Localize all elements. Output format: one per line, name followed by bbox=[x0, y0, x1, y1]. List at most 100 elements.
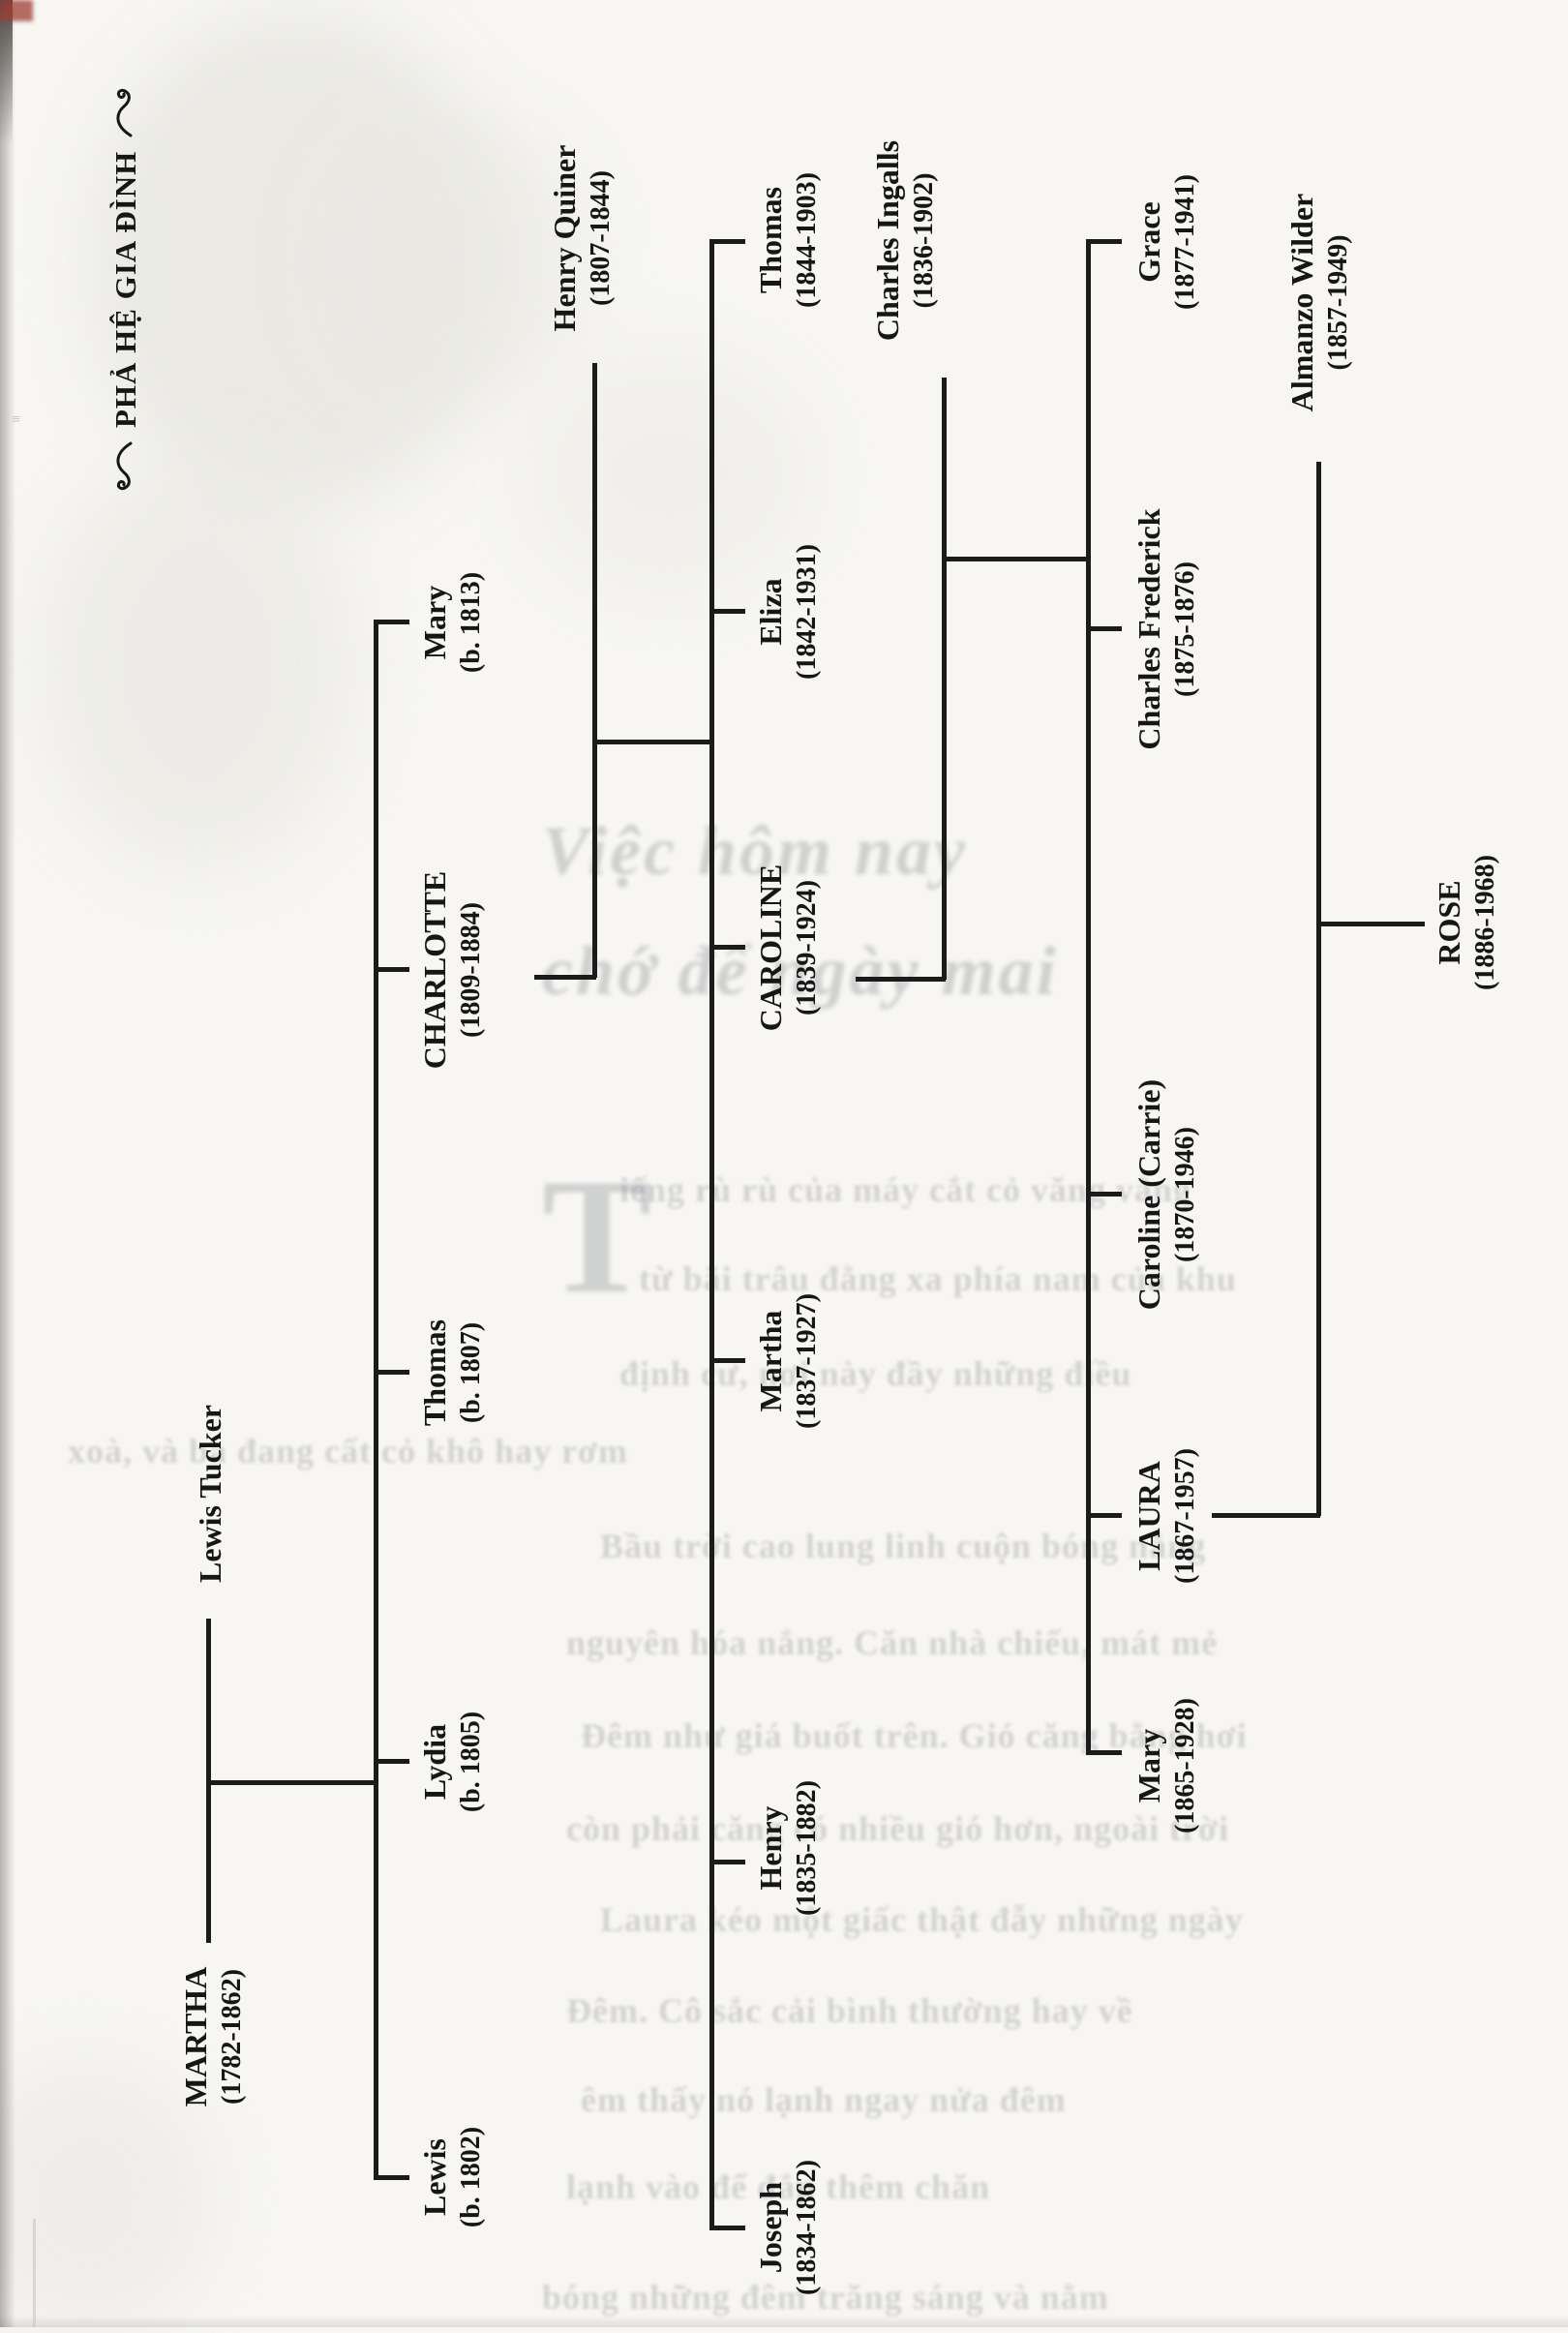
person-dates: (b. 1805) bbox=[456, 1711, 486, 1813]
person-eliza: Eliza (1842-1931) bbox=[752, 520, 826, 704]
sibling-bracket-gen1 bbox=[374, 620, 378, 2180]
sibling-bracket-gen2 bbox=[709, 239, 714, 2230]
person-mary-b1813: Mary (b. 1813) bbox=[416, 530, 490, 714]
person-name: Charles Frederick bbox=[1131, 508, 1166, 750]
person-name: Grace bbox=[1131, 201, 1166, 283]
page-edge-dark-strip bbox=[0, 0, 13, 145]
child-tick bbox=[1088, 1513, 1122, 1518]
person-name: Thomas bbox=[417, 1318, 452, 1427]
person-name: Mary bbox=[1131, 1728, 1166, 1803]
person-charles-frederick: Charles Frederick (1875-1876) bbox=[1131, 470, 1204, 789]
person-name: Eliza bbox=[753, 578, 788, 646]
person-dates: (1836-1902) bbox=[909, 172, 939, 309]
person-martha: MARTHA (1782-1862) bbox=[177, 1945, 251, 2129]
person-charles-ingalls: Charles Ingalls (1836-1902) bbox=[869, 117, 943, 364]
person-dates: (b. 1813) bbox=[456, 571, 486, 674]
person-dates: (1807-1844) bbox=[586, 170, 616, 306]
child-tick bbox=[711, 609, 745, 614]
person-thomas-1844: Thomas (1844-1903) bbox=[752, 143, 826, 337]
spouse-stub-charlotte bbox=[534, 975, 596, 980]
child-tick bbox=[1088, 626, 1122, 631]
person-name: LAURA bbox=[1131, 1461, 1166, 1571]
person-dates: (1835-1882) bbox=[792, 1780, 822, 1916]
person-name: Charles Ingalls bbox=[870, 139, 905, 342]
scan-artifact-line bbox=[33, 2219, 36, 2327]
page-title: PHẢ HỆ GIA ĐÌNH bbox=[108, 87, 143, 492]
person-laura: LAURA (1867-1957) bbox=[1131, 1419, 1204, 1613]
person-name: Henry bbox=[753, 1805, 788, 1891]
person-joseph: Joseph (1834-1862) bbox=[752, 2136, 826, 2319]
person-dates: (1782-1862) bbox=[217, 1969, 247, 2105]
person-dates: (1867-1957) bbox=[1170, 1448, 1200, 1584]
person-lewis: Lewis (b. 1802) bbox=[416, 2085, 490, 2269]
child-tick bbox=[1088, 1192, 1122, 1197]
person-mary-1865: Mary (1865-1928) bbox=[1131, 1669, 1204, 1863]
person-name: Lewis bbox=[417, 2138, 452, 2216]
person-dates: (1834-1862) bbox=[792, 2160, 822, 2295]
person-name: MARTHA bbox=[178, 1966, 213, 2107]
person-almanzo-wilder: Almanzo Wilder (1857-1949) bbox=[1283, 179, 1357, 426]
child-tick bbox=[711, 2226, 745, 2230]
descent-line-rose bbox=[1318, 922, 1425, 926]
person-name: Joseph bbox=[753, 2181, 788, 2274]
child-tick bbox=[376, 2175, 409, 2180]
person-name: Almanzo Wilder bbox=[1284, 193, 1319, 412]
person-lewis-tucker: Lewis Tucker bbox=[192, 1373, 228, 1615]
page-title-text: PHẢ HỆ GIA ĐÌNH bbox=[108, 150, 142, 428]
person-rose: ROSE (1886-1968) bbox=[1431, 768, 1504, 1077]
person-dates: (1865-1928) bbox=[1170, 1698, 1200, 1833]
person-dates: (1875-1876) bbox=[1170, 561, 1200, 697]
child-tick bbox=[711, 1358, 745, 1363]
person-name: Martha bbox=[753, 1310, 788, 1412]
page-gutter-shadow bbox=[0, 0, 15, 2327]
marriage-line-laura-almanzo bbox=[1316, 462, 1321, 1516]
page-bottom-shadow bbox=[0, 2316, 1568, 2327]
red-corner-mark bbox=[0, 0, 33, 21]
person-charlotte: CHARLOTTE (1809-1884) bbox=[416, 864, 490, 1076]
child-tick bbox=[376, 967, 409, 972]
child-tick bbox=[1088, 1750, 1122, 1755]
person-dates: (1857-1949) bbox=[1323, 234, 1353, 371]
person-martha-1837: Martha (1837-1927) bbox=[752, 1264, 826, 1458]
person-dates: (1886-1968) bbox=[1470, 855, 1500, 990]
marriage-line-charlotte-henry-quiner bbox=[592, 363, 597, 978]
person-name: ROSE bbox=[1432, 880, 1466, 965]
flourish-icon bbox=[116, 441, 133, 491]
child-tick bbox=[1088, 239, 1122, 244]
spouse-stub-caroline bbox=[856, 977, 946, 982]
person-dates: (b. 1807) bbox=[456, 1321, 486, 1424]
person-grace: Grace (1877-1941) bbox=[1131, 145, 1204, 339]
child-tick bbox=[711, 945, 745, 950]
person-henry: Henry (1835-1882) bbox=[752, 1756, 826, 1940]
person-carrie: Caroline (Carrie) (1870-1946) bbox=[1131, 1040, 1204, 1349]
marriage-line-caroline-charles-ingalls bbox=[942, 378, 947, 980]
descent-line-gen1 bbox=[208, 1780, 376, 1785]
sibling-bracket-gen3 bbox=[1086, 239, 1091, 1755]
person-dates: (b. 1802) bbox=[456, 2126, 486, 2228]
person-dates: (1870-1946) bbox=[1170, 1127, 1200, 1262]
person-name: Henry Quiner bbox=[547, 144, 582, 332]
person-henry-quiner: Henry Quiner (1807-1844) bbox=[546, 122, 619, 354]
person-dates: (1844-1903) bbox=[792, 172, 822, 308]
person-dates: (1837-1927) bbox=[792, 1293, 822, 1429]
person-name: Lydia bbox=[417, 1723, 452, 1801]
child-tick bbox=[711, 1860, 745, 1864]
person-name: CHARLOTTE bbox=[417, 870, 452, 1070]
person-dates: (1842-1931) bbox=[792, 544, 822, 680]
child-tick bbox=[376, 1759, 409, 1764]
descent-line-gen2 bbox=[594, 740, 713, 744]
person-name: Thomas bbox=[753, 186, 788, 294]
ink-speck: ≡ bbox=[12, 411, 21, 428]
child-tick bbox=[711, 239, 745, 244]
person-dates: (1839-1924) bbox=[792, 880, 822, 1015]
child-tick bbox=[376, 1370, 409, 1375]
spouse-stub-laura bbox=[1212, 1513, 1320, 1518]
person-lydia: Lydia (b. 1805) bbox=[416, 1670, 490, 1854]
person-dates: (1809-1884) bbox=[456, 902, 486, 1038]
person-name: Mary bbox=[417, 585, 452, 660]
person-name: CAROLINE bbox=[753, 864, 788, 1032]
descent-line-gen3 bbox=[944, 557, 1090, 561]
flourish-icon bbox=[116, 88, 133, 137]
